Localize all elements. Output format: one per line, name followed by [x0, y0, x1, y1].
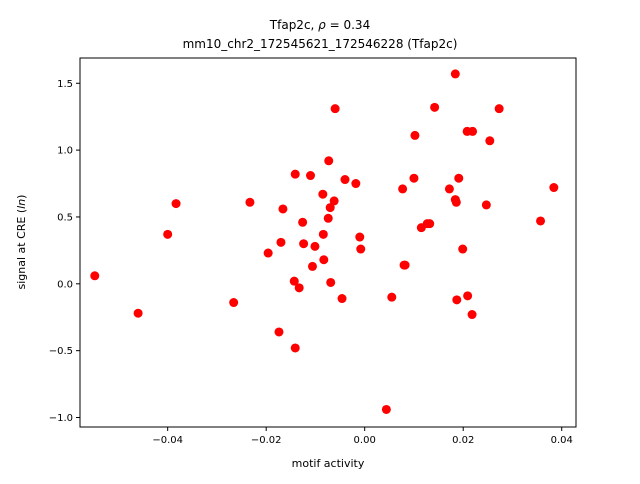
data-point — [410, 130, 420, 140]
data-point — [294, 283, 304, 293]
data-point — [307, 261, 317, 271]
data-point — [90, 271, 100, 281]
data-points — [90, 69, 559, 414]
data-point — [536, 216, 546, 226]
data-point — [430, 102, 440, 112]
data-point — [494, 104, 504, 114]
data-point — [319, 255, 329, 265]
data-point — [356, 244, 366, 254]
data-point — [299, 239, 309, 249]
data-point — [351, 179, 361, 189]
data-point — [133, 308, 143, 318]
data-point — [245, 197, 255, 207]
data-point — [290, 169, 300, 179]
x-tick-label: 0.00 — [354, 435, 376, 446]
data-point — [337, 294, 347, 304]
data-point — [171, 199, 181, 209]
x-tick-label: −0.04 — [152, 435, 183, 446]
data-point — [467, 310, 477, 320]
data-point — [463, 291, 473, 301]
data-point — [229, 298, 239, 308]
x-tick-label: −0.02 — [251, 435, 282, 446]
data-point — [398, 184, 408, 194]
data-point — [458, 244, 468, 254]
data-point — [330, 104, 340, 114]
data-point — [306, 171, 316, 181]
data-point — [387, 292, 397, 302]
data-point — [454, 173, 464, 183]
data-point — [409, 173, 419, 183]
data-point — [468, 126, 478, 136]
data-point — [310, 241, 320, 251]
data-point — [481, 200, 491, 210]
data-point — [318, 229, 328, 239]
y-tick-label: 1.5 — [57, 79, 73, 90]
chart-title-line1: Tfap2c, ρ = 0.34 — [269, 18, 370, 32]
data-point — [425, 219, 435, 229]
data-point — [340, 175, 350, 185]
data-point — [318, 189, 328, 199]
data-point — [485, 136, 495, 146]
y-axis-label: signal at CRE (ln) — [15, 195, 28, 290]
data-point — [289, 276, 299, 286]
axis-ticks: −0.04 −0.02 0.00 0.02 0.04 −1.0 −0.5 0.0 0.5 1.0 1… — [49, 79, 573, 446]
data-point — [400, 260, 410, 270]
data-point — [452, 295, 462, 305]
data-point — [329, 196, 339, 206]
data-point — [323, 213, 333, 223]
data-point — [450, 69, 460, 79]
data-point — [263, 248, 273, 258]
y-tick-label: 0.0 — [57, 279, 73, 290]
y-tick-label: −1.0 — [49, 413, 73, 424]
y-tick-label: 1.0 — [57, 146, 73, 157]
data-point — [290, 343, 300, 353]
data-point — [355, 232, 365, 242]
data-point — [163, 229, 173, 239]
data-point — [326, 277, 336, 287]
y-tick-label: 0.5 — [57, 212, 73, 223]
data-point — [325, 203, 335, 213]
data-point — [381, 404, 391, 414]
rho-symbol: ρ — [318, 18, 326, 32]
data-point — [444, 184, 454, 194]
y-tick-label: −0.5 — [49, 346, 73, 357]
data-point — [276, 237, 286, 247]
data-point — [274, 327, 284, 337]
data-point — [549, 183, 559, 193]
data-point — [324, 156, 334, 166]
plot-frame — [79, 57, 577, 428]
x-axis-label: motif activity — [292, 457, 365, 470]
chart-title-line2: mm10_chr2_172545621_172546228 (Tfap2c) — [183, 37, 458, 51]
x-tick-label: 0.02 — [452, 435, 474, 446]
data-point — [298, 217, 308, 227]
data-point — [278, 204, 288, 214]
data-point — [451, 197, 461, 207]
x-tick-label: 0.04 — [551, 435, 573, 446]
